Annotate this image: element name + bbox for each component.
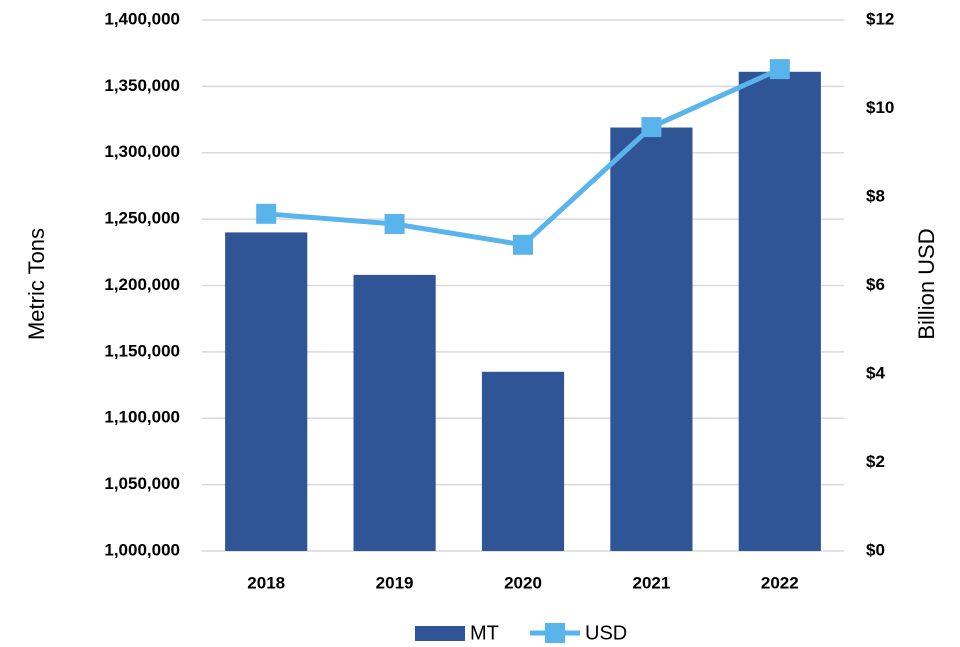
y-tick-label: 1,150,000	[104, 341, 180, 360]
y-tick-label: 1,050,000	[104, 474, 180, 493]
y-tick-label: 1,400,000	[104, 9, 180, 28]
legend-label: USD	[585, 622, 627, 644]
x-tick-label: 2021	[632, 573, 670, 592]
x-tick-label: 2020	[504, 573, 542, 592]
legend-label: MT	[470, 622, 499, 644]
bar	[353, 274, 436, 551]
legend-swatch	[545, 623, 565, 643]
y2-tick-label: $6	[866, 275, 885, 294]
y-tick-label: 1,350,000	[104, 76, 180, 95]
bar	[738, 71, 821, 552]
marker	[769, 59, 790, 80]
marker	[641, 117, 662, 138]
marker	[513, 234, 533, 255]
y2-tick-label: $12	[866, 9, 894, 28]
y2-axis-title: Billion USD	[914, 228, 939, 339]
y2-tick-label: $4	[866, 363, 885, 382]
y2-tick-label: $10	[866, 98, 894, 117]
y2-tick-label: $8	[866, 186, 885, 205]
x-tick-label: 2022	[761, 573, 799, 592]
bar	[225, 232, 308, 551]
x-tick-label: 2019	[376, 573, 414, 592]
marker	[384, 213, 405, 234]
y-tick-label: 1,300,000	[104, 142, 180, 161]
y2-tick-label: $2	[866, 452, 885, 471]
bar	[610, 127, 693, 551]
y-tick-label: 1,000,000	[104, 540, 180, 559]
y-tick-label: 1,200,000	[104, 275, 180, 294]
bar	[481, 371, 565, 551]
y-tick-label: 1,100,000	[104, 408, 180, 427]
x-tick-label: 2018	[247, 573, 285, 592]
marker	[256, 203, 277, 224]
y-axis-title: Metric Tons	[24, 228, 49, 340]
legend-swatch	[415, 626, 465, 641]
y2-tick-label: $0	[866, 540, 885, 559]
y-tick-label: 1,250,000	[104, 209, 180, 228]
